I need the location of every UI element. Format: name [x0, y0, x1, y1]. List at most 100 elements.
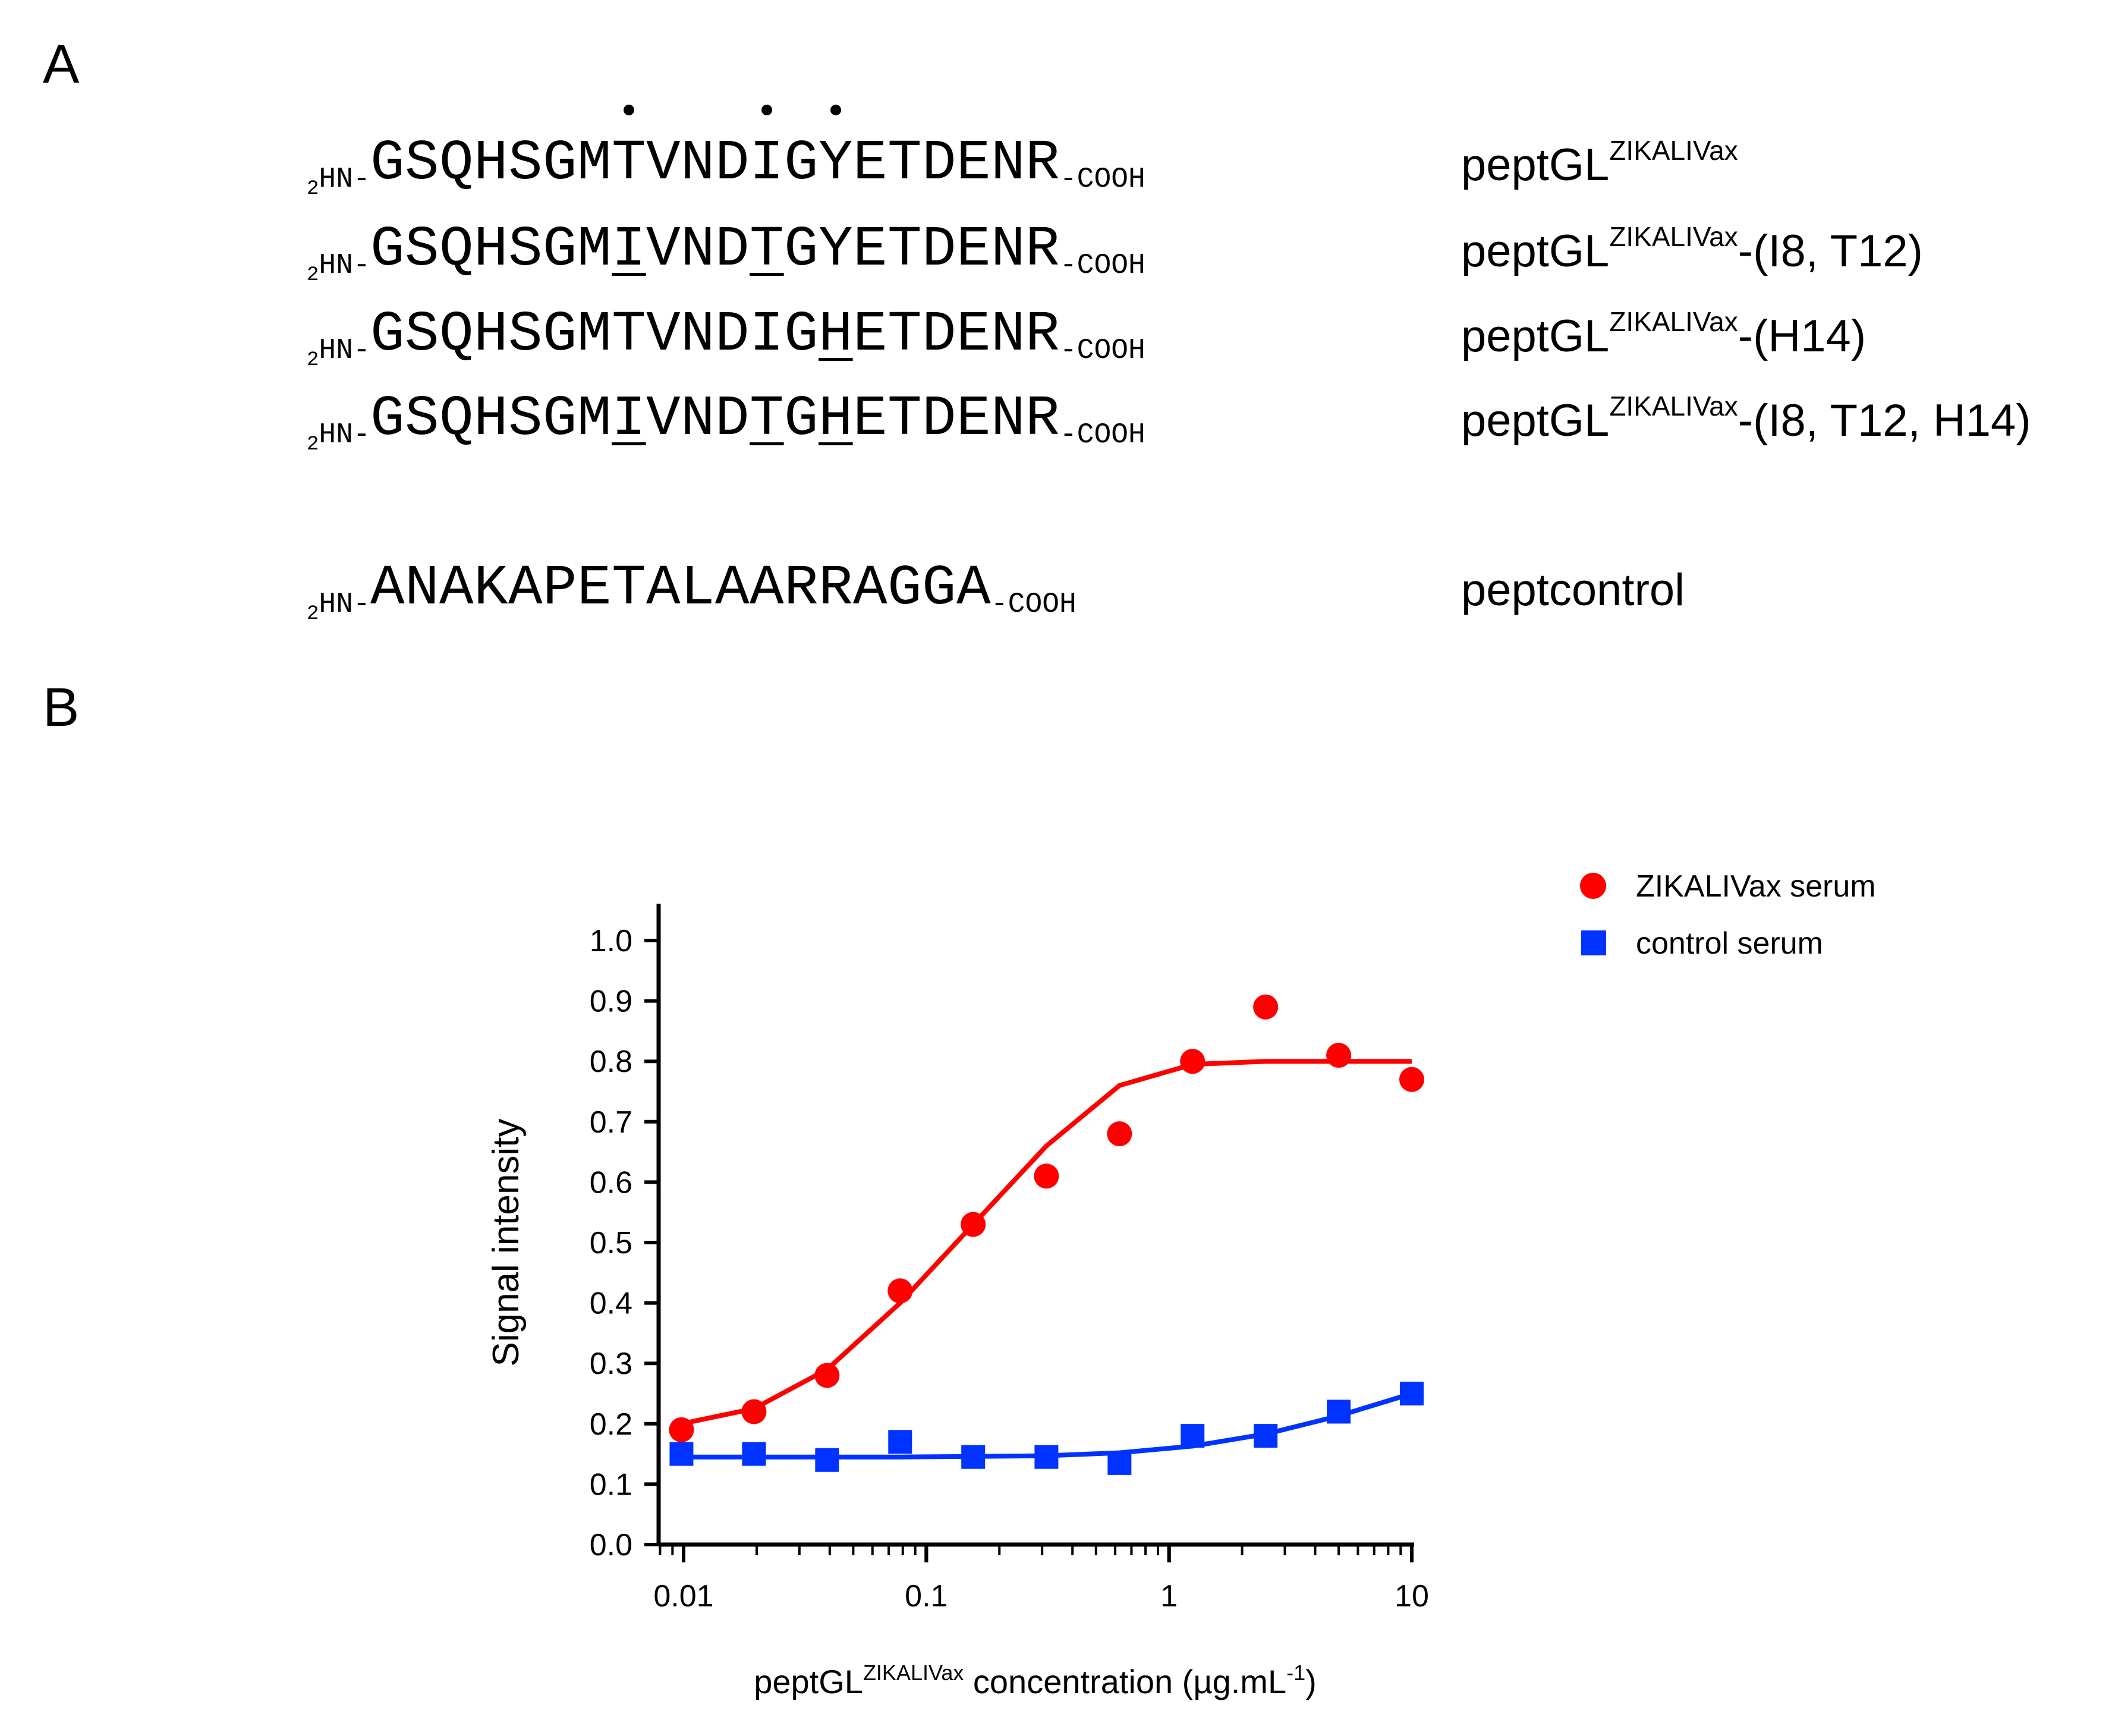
- residue: E: [956, 131, 991, 196]
- data-point: [669, 1442, 694, 1466]
- data-point: [1327, 1400, 1351, 1424]
- residue: V: [646, 302, 681, 367]
- residue: E: [853, 217, 887, 282]
- data-point: [815, 1448, 839, 1472]
- residue: G: [784, 386, 819, 451]
- residue: Q: [439, 131, 474, 196]
- residue: T: [887, 386, 922, 451]
- sequence-row: 2HN-ANAKAPETALAARRAGGA-COOH: [307, 556, 1077, 625]
- n-terminus: 2HN-: [307, 419, 370, 456]
- data-point: [1399, 1067, 1424, 1092]
- residue: D: [922, 302, 956, 367]
- residue: D: [922, 131, 956, 196]
- residue: D: [922, 386, 956, 451]
- residue: E: [956, 302, 991, 367]
- residue: G: [784, 217, 819, 282]
- c-terminus: -COOH: [1059, 163, 1145, 196]
- residue: S: [405, 386, 439, 451]
- residue: Q: [439, 302, 474, 367]
- panel-label-a: A: [43, 34, 80, 95]
- residue: G: [370, 131, 405, 196]
- residue: M: [577, 131, 612, 196]
- residue: G: [543, 386, 577, 451]
- mutated-residue: H: [819, 302, 853, 367]
- residue: A: [508, 556, 543, 621]
- legend-label: control serum: [1636, 926, 1823, 961]
- mutated-residue: T: [750, 386, 784, 451]
- dose-response-chart: 0.0 0.1 0.2 0.3 0.4 0.5 0.6 0.7 0.8 0.9 1.0 0.01 0.1…: [486, 869, 1876, 1700]
- residue: G: [784, 302, 819, 367]
- residue: G: [370, 302, 405, 367]
- residue: M: [577, 386, 612, 451]
- variant-site-marker: [761, 105, 772, 115]
- residue: I: [750, 105, 784, 196]
- residue: H: [474, 217, 508, 282]
- residue: T: [887, 217, 922, 282]
- c-terminus: -COOH: [1059, 250, 1145, 282]
- residue: R: [1025, 217, 1060, 282]
- y-tick-label: 0.7: [590, 1105, 632, 1140]
- y-axis-label: Signal intensity: [486, 1118, 527, 1366]
- residue: N: [681, 302, 715, 367]
- residue: D: [715, 217, 750, 282]
- residue: N: [681, 386, 715, 451]
- residue: Y: [819, 105, 853, 196]
- residue: S: [508, 386, 543, 451]
- y-tick-label: 0.8: [590, 1045, 632, 1079]
- data-point: [669, 1417, 694, 1442]
- residue: T: [612, 556, 646, 621]
- y-tick-label: 0.9: [590, 985, 632, 1019]
- residue: G: [887, 556, 922, 621]
- residue: E: [577, 556, 612, 621]
- residue: V: [646, 217, 681, 282]
- n-terminus: 2HN-: [307, 589, 370, 625]
- n-terminus: 2HN-: [307, 250, 370, 287]
- y-tick-label: 1.0: [590, 924, 632, 958]
- x-tick-label: 0.01: [653, 1579, 713, 1614]
- residue: A: [853, 556, 887, 621]
- residue: Q: [439, 386, 474, 451]
- residue: A: [370, 556, 405, 621]
- c-terminus: -COOH: [1059, 335, 1145, 367]
- residue: V: [646, 131, 681, 196]
- residue: I: [750, 302, 784, 367]
- y-tick-label: 0.4: [590, 1287, 632, 1321]
- data-point: [742, 1442, 766, 1466]
- sequence-row: 2HN-GSQHSGMIVNDTGYETDENR-COOH: [307, 217, 1145, 287]
- residue: T: [887, 302, 922, 367]
- residue: G: [543, 302, 577, 367]
- variant-site-marker: [623, 105, 634, 115]
- legend-marker: [1580, 873, 1606, 899]
- residue: R: [784, 556, 819, 621]
- data-point: [1034, 1163, 1059, 1189]
- residue: N: [991, 302, 1025, 367]
- legend-label: ZIKALIVax serum: [1636, 869, 1876, 904]
- x-axis-label: peptGLZIKALIVax concentration (µg.mL-1): [754, 1660, 1317, 1700]
- y-tick-label: 0.2: [590, 1407, 632, 1442]
- data-point: [1400, 1382, 1424, 1405]
- residue: D: [715, 302, 750, 367]
- residue: A: [750, 556, 784, 621]
- legend-marker: [1581, 930, 1606, 955]
- residue: M: [577, 217, 612, 282]
- residue: S: [405, 131, 439, 196]
- peptide-name: peptGLZIKALIVax-(I8, T12): [1461, 221, 1923, 276]
- x-tick-label: 10: [1395, 1579, 1429, 1614]
- data-point: [1254, 1424, 1278, 1448]
- residue: G: [922, 556, 956, 621]
- residue: D: [922, 217, 956, 282]
- data-point: [1180, 1049, 1205, 1074]
- x-tick-label: 0.1: [905, 1579, 948, 1614]
- residue: T: [612, 302, 646, 367]
- data-point: [1107, 1121, 1132, 1147]
- residue: A: [646, 556, 681, 621]
- residue: S: [405, 302, 439, 367]
- residue: G: [543, 131, 577, 196]
- data-point: [887, 1278, 913, 1304]
- residue: E: [853, 131, 887, 196]
- sequence-row: 2HN-GSQHSGMTVNDIGHETDENR-COOH: [307, 302, 1145, 372]
- c-terminus: -COOH: [1059, 419, 1145, 451]
- residue: A: [439, 556, 474, 621]
- residue: R: [1025, 131, 1060, 196]
- peptide-name: peptGLZIKALIVax-(I8, T12, H14): [1461, 391, 2031, 446]
